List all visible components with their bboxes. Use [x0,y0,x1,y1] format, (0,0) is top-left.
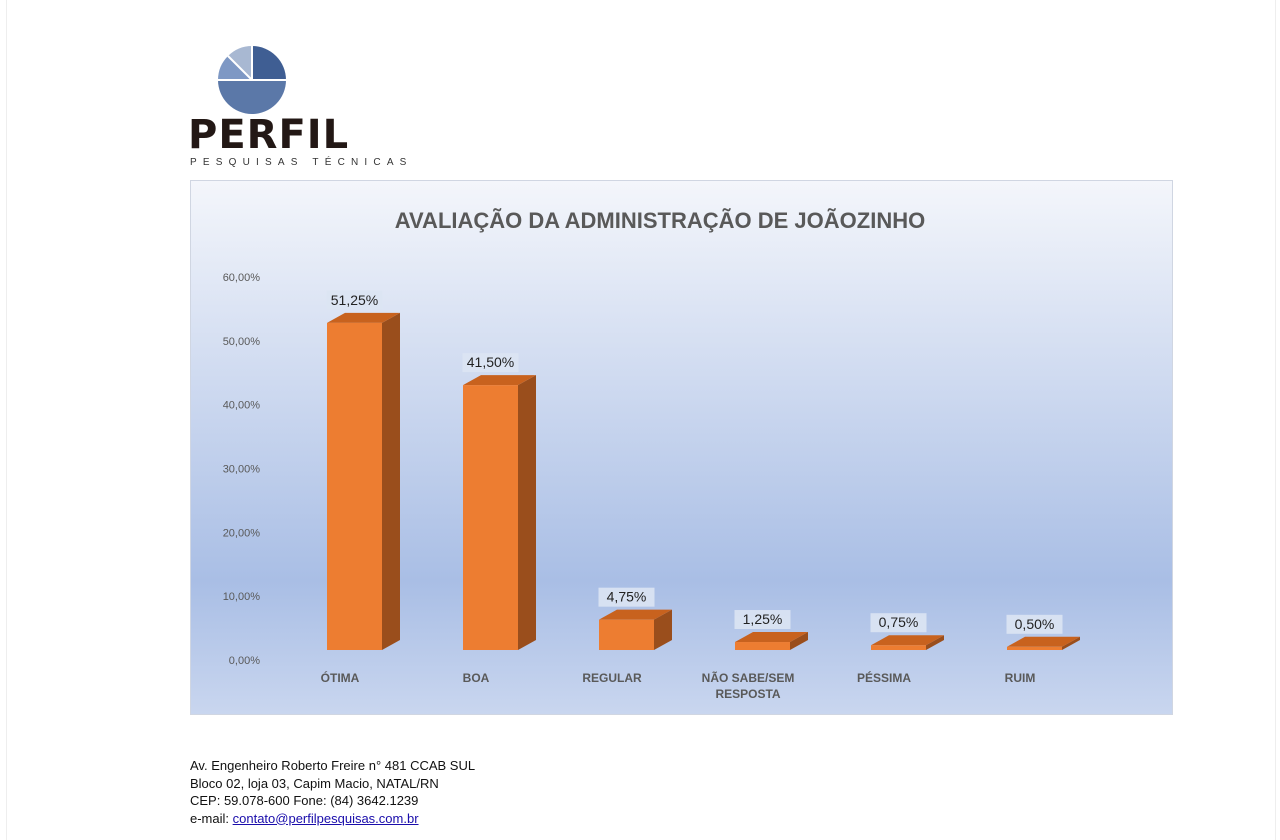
bar-top [871,635,944,646]
y-tick-label: 60,00% [223,272,261,284]
address-line-1: Av. Engenheiro Roberto Freire n° 481 CCA… [190,758,476,773]
logo-pie-icon [218,46,286,114]
data-label: 51,25% [331,292,378,308]
data-label-bg [326,290,383,310]
data-label-bg [462,353,519,373]
bar-front [735,642,790,650]
y-tick-label: 30,00% [223,464,261,476]
email-label: e-mail: [190,810,233,826]
logo-tagline: PESQUISAS TÉCNICAS [190,157,413,168]
footer-address: Av. Engenheiro Roberto Freire n° 481 CCA… [190,757,475,827]
bar-side [382,312,400,650]
data-label-bg [734,610,791,630]
bar-side [1062,636,1080,650]
bar-front [1007,646,1062,650]
address-line-3: CEP: 59.078-600 Fone: (84) 3642.1239 [190,793,419,808]
bar: 51,25% [326,290,400,650]
email-link[interactable]: contato@perfilpesquisas.com.br [232,810,419,826]
y-tick-label: 20,00% [223,527,261,539]
data-label-bg [598,587,655,607]
bar-top [735,632,808,643]
bar-top [463,375,536,386]
data-label-bg [1006,614,1063,634]
bar-front [327,322,382,650]
bar: 4,75% [598,587,672,650]
logo-wordmark: PERFIL [188,112,350,158]
bar: 1,25% [734,610,808,650]
bar: 0,75% [870,613,944,650]
bar: 0,50% [1006,614,1080,650]
x-tick-label: BOA [463,671,490,685]
bar: 41,50% [462,353,536,650]
bar-top [327,312,400,323]
email-line: e-mail: contato@perfilpesquisas.com.br [190,810,475,828]
y-tick-label: 0,00% [229,655,260,667]
data-label: 4,75% [607,589,647,605]
data-label: 1,25% [743,611,783,627]
bar-side [654,609,672,650]
bar-chart: AVALIAÇÃO DA ADMINISTRAÇÃO DE JOÃOZINHO … [190,180,1173,715]
address-line-2: Bloco 02, loja 03, Capim Macio, NATAL/RN [190,775,439,791]
data-label-bg [870,613,927,633]
y-tick-label: 40,00% [223,400,261,412]
y-tick-label: 50,00% [223,336,261,348]
bar-side [926,635,944,650]
x-tick-label: NÃO SABE/SEM RESPOSTA [702,670,795,701]
y-tick-label: 10,00% [223,591,261,603]
bar-side [790,632,808,650]
x-tick-label: RUIM [1005,671,1036,685]
x-tick-label: REGULAR [582,671,642,685]
data-label: 41,50% [467,354,514,370]
data-label: 0,50% [1015,616,1055,632]
bar-front [463,385,518,650]
x-tick-label: PÉSSIMA [857,670,911,685]
chart-title: AVALIAÇÃO DA ADMINISTRAÇÃO DE JOÃOZINHO [395,208,925,233]
bar-top [599,609,672,620]
bar-top [1007,636,1080,647]
data-label: 0,75% [879,614,919,630]
bar-front [599,619,654,650]
x-tick-label: ÓTIMA [321,670,360,685]
bar-side [518,375,536,650]
bar-front [871,645,926,650]
